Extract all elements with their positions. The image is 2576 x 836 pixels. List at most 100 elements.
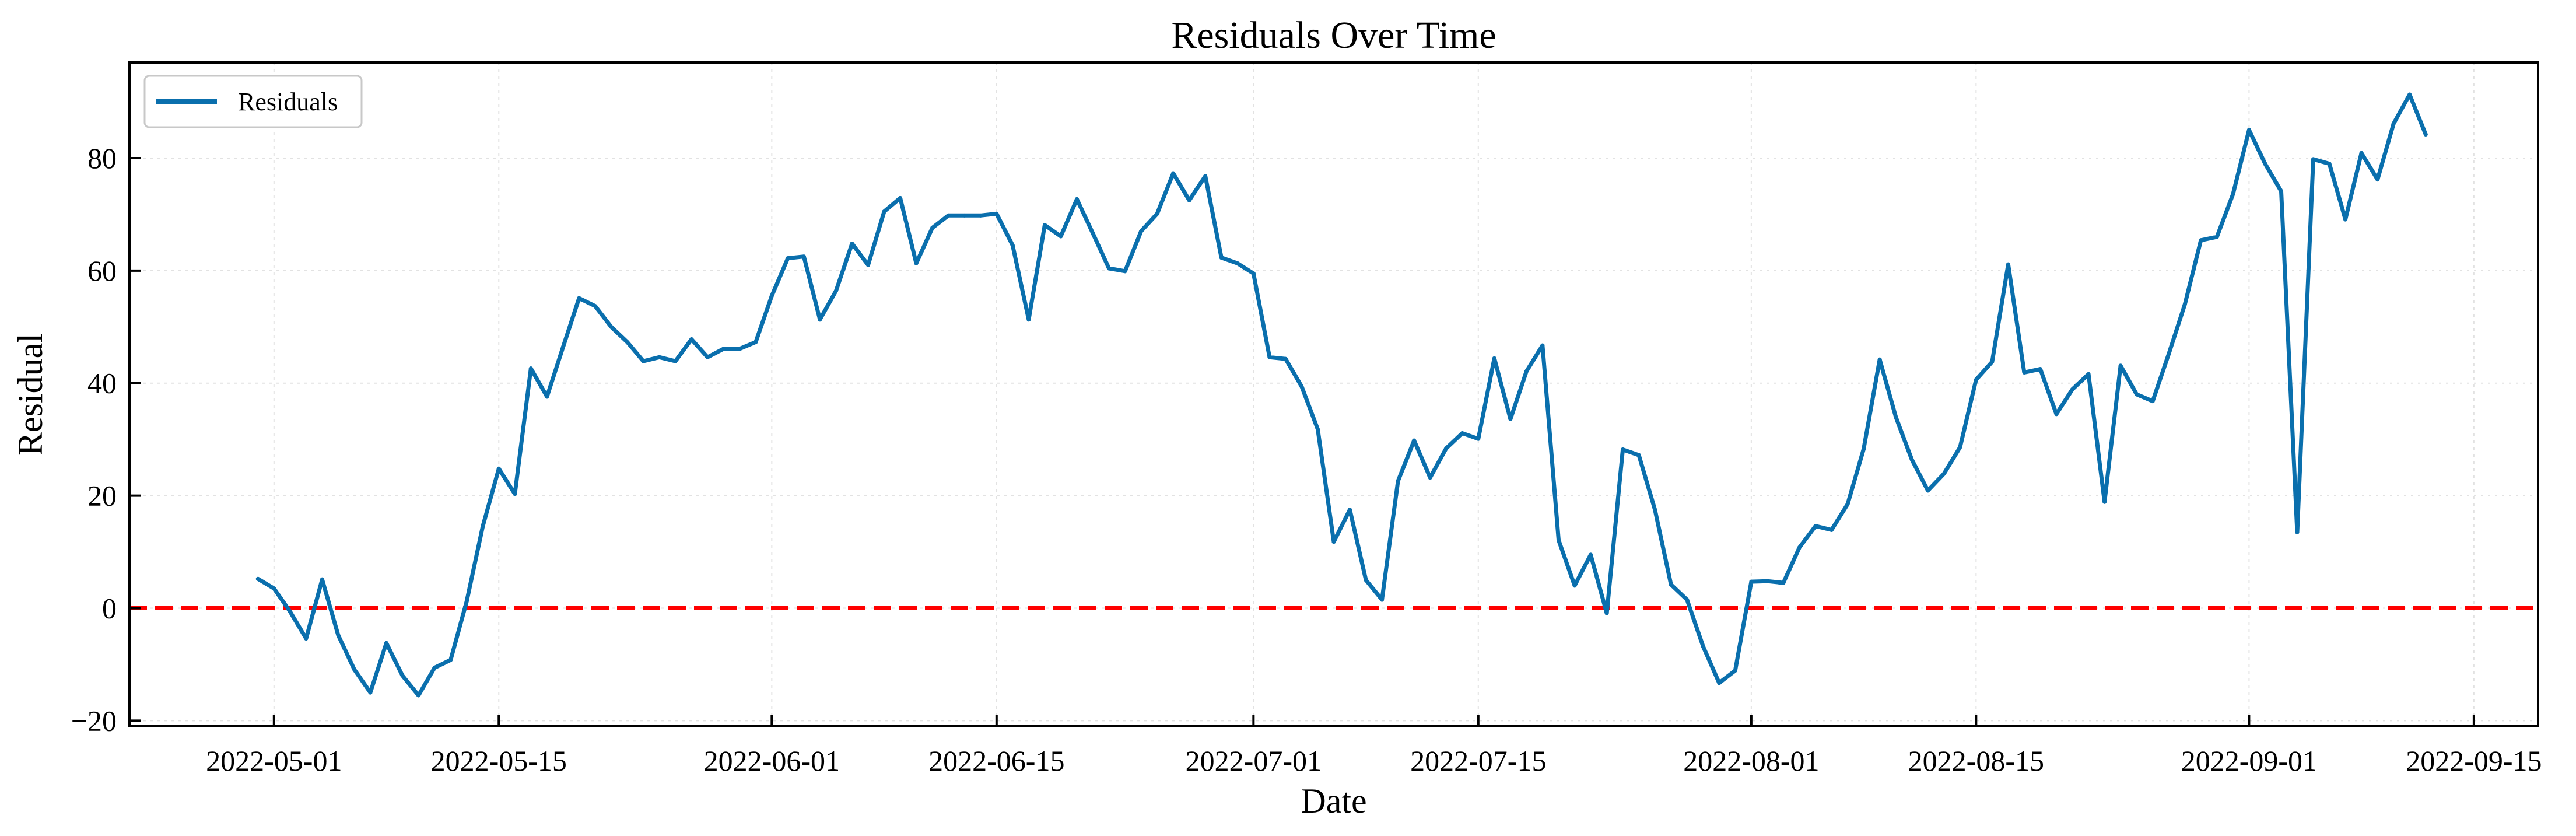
data-point (850, 242, 854, 246)
data-point (1492, 356, 1496, 361)
data-point (641, 359, 646, 363)
y-tick-label: 0 (102, 592, 117, 624)
data-point (2311, 157, 2316, 162)
data-point (416, 693, 421, 698)
data-point (384, 641, 389, 645)
data-point (769, 293, 774, 298)
data-point (1123, 269, 1127, 274)
data-point (753, 340, 758, 344)
y-tick-label: −20 (71, 704, 117, 737)
data-point (2246, 128, 2251, 132)
data-point (1412, 438, 1417, 443)
data-point (2006, 262, 2010, 267)
data-point (2279, 189, 2283, 194)
data-point (2118, 363, 2123, 368)
x-tick-label: 2022-08-15 (1908, 744, 2044, 777)
data-point (1685, 597, 1690, 602)
data-point (1974, 377, 1978, 382)
data-point (368, 690, 373, 695)
data-point (528, 366, 533, 371)
data-point (2375, 177, 2380, 182)
data-point (962, 213, 967, 218)
axes-frame (128, 61, 2539, 727)
data-point (320, 577, 324, 582)
data-point (1556, 538, 1561, 543)
data-point (1765, 579, 1769, 583)
data-point (2423, 132, 2428, 137)
data-point (2038, 367, 2042, 372)
data-point (1139, 229, 1144, 233)
data-point (833, 289, 838, 293)
x-tick-label: 2022-05-01 (206, 744, 342, 777)
data-point (1862, 447, 1866, 452)
data-point (1621, 447, 1625, 452)
data-point (994, 211, 999, 216)
data-point (2054, 412, 2059, 417)
data-point (1026, 317, 1031, 322)
x-tick-label: 2022-05-15 (431, 744, 567, 777)
data-point (1813, 524, 1818, 529)
data-point (1733, 669, 1737, 673)
data-point (1749, 579, 1754, 584)
data-point (1251, 271, 1256, 276)
data-point (577, 296, 581, 300)
data-point (978, 213, 983, 218)
series-line-residuals (255, 92, 2428, 698)
data-point (1171, 171, 1176, 176)
x-tick-label: 2022-08-01 (1683, 744, 1819, 777)
data-point (2102, 499, 2107, 504)
axis-ticks: −20 0 20 40 60 80 2022-05-01 2022-05-15 2022-06-… (71, 142, 2542, 777)
data-point (1267, 355, 1272, 359)
x-tick-label: 2022-09-15 (2406, 744, 2542, 777)
data-point (1540, 343, 1545, 348)
data-point (1990, 359, 1995, 364)
grid-lines (129, 62, 2538, 726)
data-point (1364, 578, 1368, 582)
data-point (2359, 151, 2364, 155)
data-point (1877, 357, 1882, 362)
data-point (705, 355, 710, 359)
data-point (1926, 488, 1930, 493)
y-tick-label: 40 (87, 367, 117, 400)
plot-area (129, 92, 2538, 698)
data-point (1203, 174, 1208, 179)
data-point (786, 256, 790, 261)
data-point (1797, 545, 1802, 550)
data-point (2327, 162, 2332, 166)
data-point (657, 355, 662, 359)
data-point (2214, 235, 2219, 239)
data-point (2295, 530, 2300, 534)
data-point (1781, 580, 1786, 585)
data-point (288, 609, 292, 614)
data-point (673, 359, 678, 363)
data-point (2231, 192, 2235, 197)
data-point (1717, 681, 1722, 685)
data-point (448, 657, 453, 662)
x-tick-label: 2022-06-01 (704, 744, 840, 777)
data-point (1396, 479, 1400, 484)
data-point (593, 304, 597, 309)
data-point (2022, 370, 2027, 375)
data-point (1059, 234, 1063, 239)
data-point (2086, 372, 2091, 376)
data-point (481, 524, 485, 529)
data-point (2263, 162, 2267, 166)
data-point (1187, 198, 1191, 202)
data-point (336, 633, 341, 638)
data-point (1155, 211, 1159, 216)
data-point (1235, 261, 1240, 265)
data-point (560, 345, 565, 349)
data-point (1958, 445, 1962, 450)
data-point (1074, 197, 1079, 201)
data-point (2343, 217, 2348, 222)
x-tick-label: 2022-09-01 (2181, 744, 2317, 777)
data-point (818, 317, 822, 322)
data-point (2199, 238, 2203, 243)
x-axis-label: Date (1301, 782, 1366, 820)
data-point (2070, 387, 2075, 391)
data-point (513, 492, 517, 496)
data-point (1909, 457, 1914, 462)
y-tick-label: 60 (87, 254, 117, 287)
